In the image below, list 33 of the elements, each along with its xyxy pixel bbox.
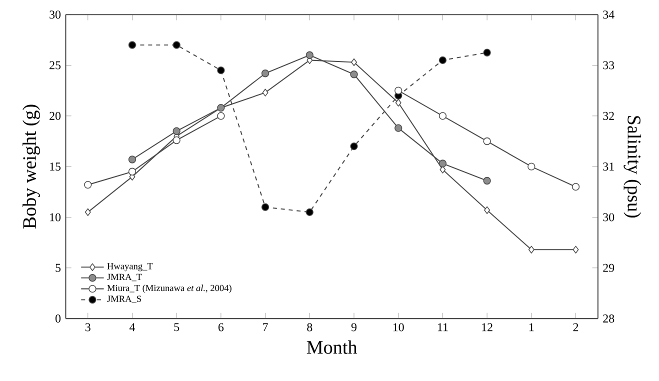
y-tick-label: 15: [50, 162, 61, 171]
x-tick-label: 2: [573, 323, 578, 332]
y2-tick-label: 29: [603, 264, 614, 272]
legend-label: JMRA_S: [107, 296, 141, 304]
x-tick-label: 9: [351, 323, 356, 332]
y-tick-label: 5: [56, 264, 61, 272]
y-tick-label: 20: [50, 112, 61, 120]
y2-tick-label: 32: [603, 112, 614, 120]
y2-tick-label: 31: [603, 162, 614, 171]
x-tick-label: 10: [393, 323, 404, 332]
legend-label: JMRA_T: [107, 274, 142, 282]
y-tick-label: 0: [56, 314, 61, 323]
legend-label: Hwayang_T: [107, 263, 153, 272]
x-tick-label: 4: [129, 323, 136, 332]
y2-tick-label: 34: [603, 10, 614, 19]
x-tick-label: 8: [307, 323, 312, 332]
x-tick-label: 11: [438, 323, 448, 332]
y2-tick-label: 30: [603, 213, 614, 222]
y2-axis-title: Salinity (psu): [624, 116, 642, 218]
x-tick-label: 7: [263, 323, 268, 332]
x-tick-label: 6: [218, 323, 224, 332]
legend-label: Miura_T (Mizunawa et al., 2004): [107, 284, 232, 294]
y-tick-label: 30: [50, 10, 61, 19]
x-axis-title: Month: [306, 340, 358, 354]
y-tick-label: 25: [50, 61, 61, 70]
y2-tick-label: 33: [603, 61, 614, 70]
x-tick-label: 12: [482, 323, 492, 332]
y2-tick-label: 28: [603, 314, 614, 323]
y-axis-title: Boby weight (g): [22, 104, 40, 229]
x-tick-label: 1: [529, 323, 534, 332]
y-tick-label: 10: [50, 213, 61, 222]
x-tick-label: 3: [85, 323, 90, 332]
x-tick-label: 5: [174, 323, 180, 332]
